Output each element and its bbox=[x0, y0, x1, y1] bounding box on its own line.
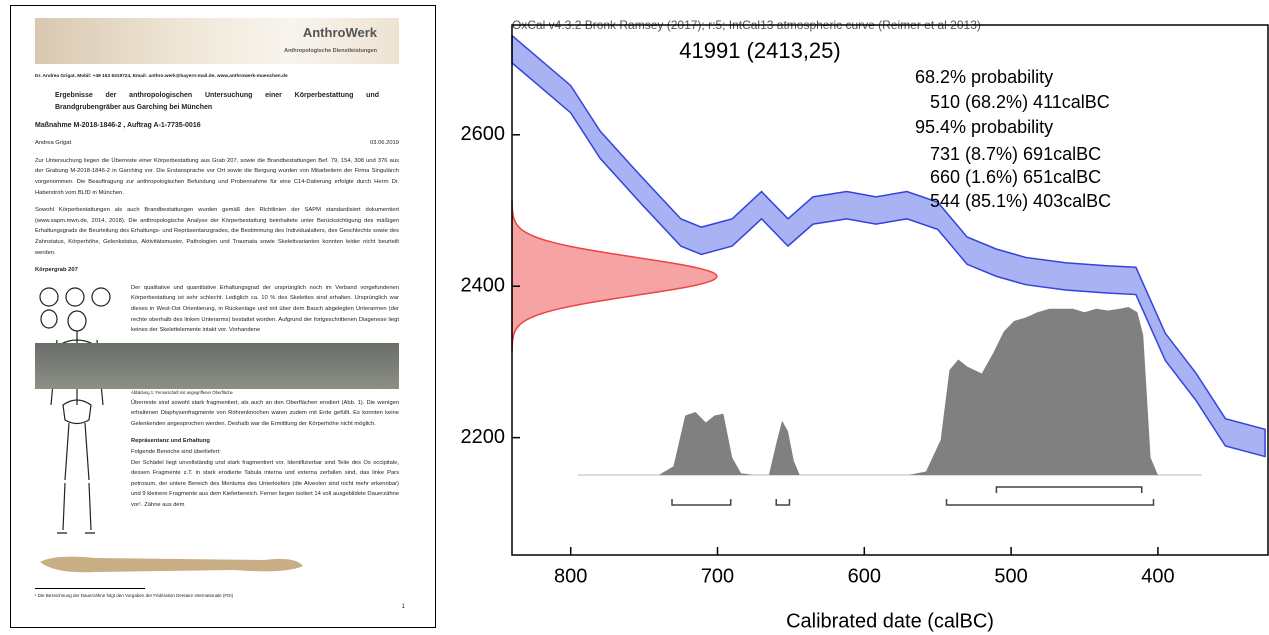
sample-label: 41991 (2413,25) bbox=[679, 38, 840, 63]
posterior-distribution bbox=[658, 307, 1158, 475]
x-tick-label: 600 bbox=[848, 565, 881, 587]
caption: Abbildung 1: Femurschaft mit angegriffen… bbox=[131, 389, 233, 395]
body-text: Der qualitative und quantitative Erhaltu… bbox=[131, 284, 399, 334]
bone bbox=[40, 556, 303, 573]
skeleton-figure bbox=[39, 287, 111, 534]
photo bbox=[35, 342, 399, 573]
chart: OxCal v4.3.2 Bronk Ramsey (2017); r:5; I… bbox=[461, 18, 1269, 632]
author: Andrea Grigat bbox=[35, 140, 72, 147]
author-line: Andrea Grigat 03.06.2019 bbox=[35, 138, 399, 149]
body-text: Der Schädel liegt unvollständig und star… bbox=[131, 459, 399, 509]
measurement-distribution bbox=[511, 199, 718, 353]
x-tick-label: 800 bbox=[554, 565, 587, 587]
range-bracket bbox=[775, 499, 791, 506]
range-label: 510 (68.2%) 411calBC bbox=[930, 92, 1110, 112]
document-page: AnthroWerk Anthropologische Dienstleistu… bbox=[10, 5, 436, 628]
body-text: Überreste sind sowohl stark fragmentiert… bbox=[131, 399, 399, 427]
range-bracket bbox=[671, 499, 732, 506]
y-tick-label: 2200 bbox=[461, 426, 506, 448]
range-bracket bbox=[945, 499, 1155, 506]
range-label: 731 (8.7%) 691calBC bbox=[930, 144, 1101, 164]
calibration-curve bbox=[511, 33, 1266, 458]
heading: Körpergrab 207 bbox=[35, 267, 78, 274]
y-tick-label: 2400 bbox=[461, 274, 506, 296]
logo: AnthroWerk Anthropologische Dienstleistu… bbox=[35, 18, 399, 64]
x-tick-label: 700 bbox=[701, 565, 734, 587]
logo-subtitle: Anthropologische Dienstleistungen bbox=[284, 48, 377, 54]
footnote: ¹ Die Bezeichnung der Dauerzähne folgt d… bbox=[35, 588, 233, 602]
body-text: Folgende Bereiche sind überliefert: bbox=[131, 449, 221, 456]
range-title: 68.2% probability bbox=[915, 67, 1053, 87]
paragraph: Zur Untersuchung liegen die Überreste ei… bbox=[35, 157, 399, 196]
x-tick-label: 400 bbox=[1141, 565, 1174, 587]
paragraph: Sowohl Körperbestattungen als auch Brand… bbox=[35, 207, 399, 256]
y-tick-label: 2600 bbox=[461, 123, 506, 145]
page-number: 1 bbox=[401, 604, 405, 610]
x-axis-title: Calibrated date (calBC) bbox=[786, 610, 994, 632]
document-body: AnthroWerk Anthropologische Dienstleistu… bbox=[35, 6, 405, 610]
doc-title: Ergebnisse der anthropologischen Untersu… bbox=[55, 91, 379, 111]
range-label: 544 (85.1%) 403calBC bbox=[930, 191, 1111, 211]
measure: Maßnahme M-2018-1846-2 , Auftrag A-1-773… bbox=[35, 121, 201, 129]
contact: Dr. Andrea Grigat, Mobil: +49 163 631972… bbox=[35, 74, 288, 79]
logo-title: AnthroWerk bbox=[302, 25, 377, 40]
heading: Repräsentanz und Erhaltung bbox=[131, 438, 210, 445]
range-title: 95.4% probability bbox=[915, 117, 1053, 137]
range-label: 660 (1.6%) 651calBC bbox=[930, 167, 1101, 187]
date: 03.06.2019 bbox=[369, 140, 399, 147]
range-bracket bbox=[995, 486, 1143, 493]
plot-frame bbox=[511, 24, 1269, 556]
x-tick-label: 500 bbox=[994, 565, 1027, 587]
